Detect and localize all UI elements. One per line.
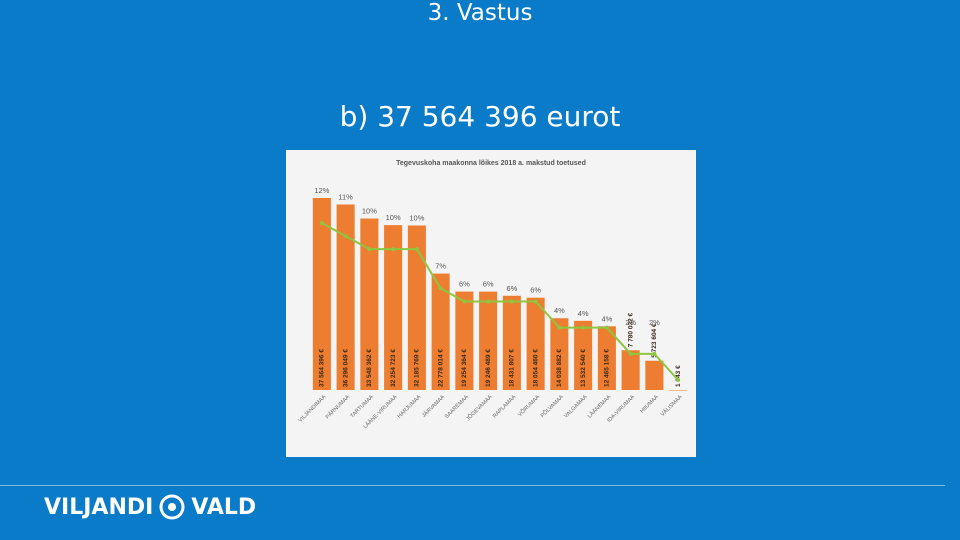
bar <box>502 295 521 390</box>
value-label: 5 723 604 € <box>651 323 658 358</box>
bar <box>526 297 545 390</box>
logo-icon <box>159 494 185 520</box>
value-label: 37 564 396 € <box>319 349 326 387</box>
slide-title: 3. Vastus <box>427 0 533 26</box>
line-point <box>486 299 491 304</box>
value-label: 36 296 049 € <box>342 349 349 387</box>
bar <box>431 273 450 390</box>
value-label: 19 254 364 € <box>461 349 468 387</box>
percent-label: 2% <box>625 318 636 327</box>
bar <box>550 318 569 390</box>
line-point <box>652 351 657 356</box>
chart-title: Tegevuskoha maakonna lõikes 2018 a. maks… <box>396 160 586 167</box>
line-point <box>604 325 609 330</box>
line-point <box>391 247 396 252</box>
percent-label: 6% <box>530 286 541 295</box>
percent-label: 4% <box>601 314 612 323</box>
line-point <box>414 247 419 252</box>
percent-label: 7% <box>435 262 446 271</box>
bar <box>597 326 616 390</box>
value-label: 33 548 362 € <box>366 349 373 387</box>
divider <box>0 485 945 486</box>
logo-text: VALD <box>191 494 257 520</box>
bar <box>621 350 640 390</box>
line-point <box>676 378 681 382</box>
percent-label: 4% <box>578 309 589 318</box>
value-label: 12 465 158 € <box>604 349 611 387</box>
line <box>321 222 679 381</box>
percent-label: 6% <box>483 280 494 289</box>
line-point <box>628 351 633 356</box>
percent-label: 4% <box>554 306 565 315</box>
line-point <box>319 221 324 225</box>
percent-label: 10% <box>409 213 424 222</box>
value-label: 7 780 032 € <box>627 313 634 348</box>
line-point <box>557 325 562 330</box>
percent-label: 2% <box>649 318 660 327</box>
value-label: 1 043 € <box>675 365 682 387</box>
chart: Tegevuskoha maakonna lõikes 2018 a. maks… <box>286 150 696 457</box>
percent-label: 11% <box>338 192 353 201</box>
value-label: 14 038 882 € <box>556 349 563 387</box>
value-label: 32 185 769 € <box>414 349 421 387</box>
percent-label: 10% <box>362 207 377 216</box>
bar <box>455 291 474 390</box>
bar <box>407 225 426 390</box>
value-label: 19 246 489 € <box>485 349 492 387</box>
value-label: 18 054 460 € <box>532 349 539 387</box>
bar <box>312 198 331 390</box>
logo: VILJANDI VALD <box>44 494 256 520</box>
bar <box>574 320 593 390</box>
value-label: 32 254 723 € <box>390 349 397 387</box>
bar <box>336 204 355 390</box>
bar <box>360 218 379 390</box>
line-point <box>509 299 514 304</box>
percent-label: 6% <box>459 280 470 289</box>
percent-label: 6% <box>506 284 517 293</box>
line-point <box>438 286 443 291</box>
answer: b) 37 564 396 eurot <box>339 100 621 133</box>
bar <box>384 225 403 390</box>
line-point <box>462 299 467 304</box>
value-label: 22 778 014 € <box>437 349 444 387</box>
bar <box>645 360 664 390</box>
percent-label: 10% <box>386 213 401 222</box>
line-point <box>343 234 348 239</box>
line-point <box>581 325 586 330</box>
line-point <box>533 299 538 304</box>
value-label: 18 431 807 € <box>509 349 516 387</box>
percent-label: 12% <box>314 186 329 195</box>
line-point <box>367 247 372 252</box>
logo-text: VILJANDI <box>44 494 154 520</box>
value-label: 13 532 540 € <box>580 349 587 387</box>
bar <box>669 389 688 391</box>
bar <box>479 291 498 390</box>
